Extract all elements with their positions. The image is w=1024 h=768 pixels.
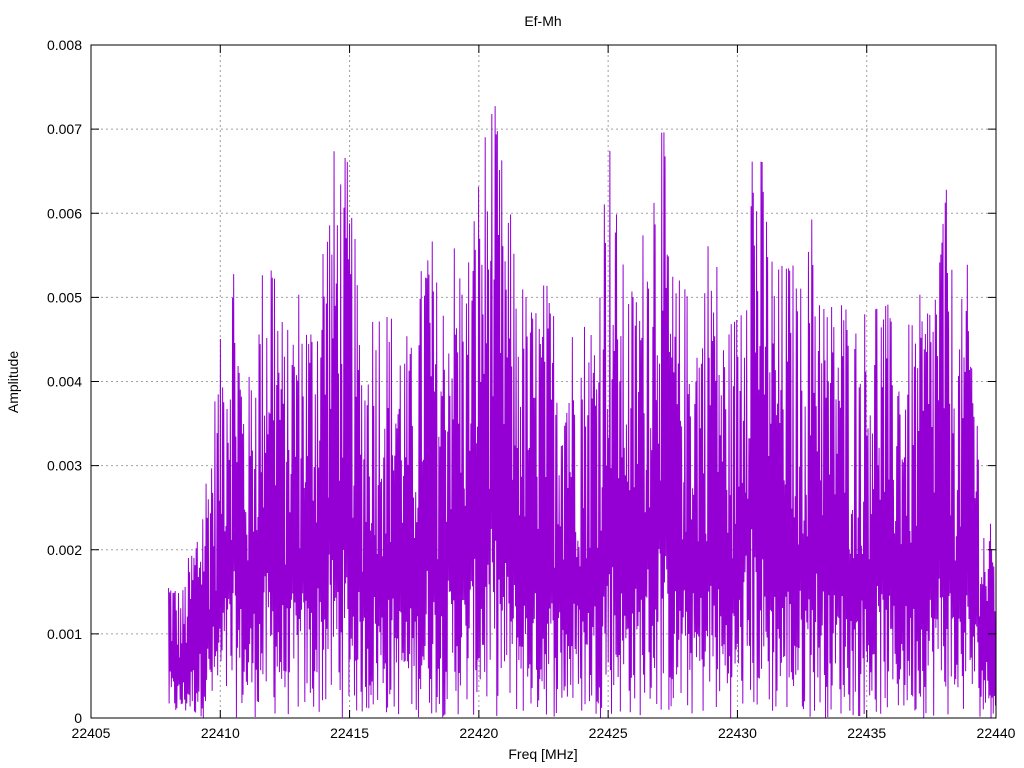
x-tick-label: 22425 — [589, 725, 628, 741]
y-axis-label: Amplitude — [5, 351, 21, 413]
x-tick-label: 22435 — [847, 725, 886, 741]
y-tick-label: 0.002 — [47, 542, 82, 558]
y-tick-label: 0.004 — [47, 374, 82, 390]
x-tick-label: 22405 — [72, 725, 111, 741]
y-ticks: 0 0.001 0.002 0.003 0.004 0.005 0.006 0.007 0.00… — [47, 37, 996, 726]
y-tick-label: 0.003 — [47, 458, 82, 474]
y-tick-label: 0 — [74, 710, 82, 726]
series-line — [168, 106, 997, 718]
y-tick-label: 0.005 — [47, 289, 82, 305]
x-tick-label: 22415 — [330, 725, 369, 741]
y-tick-label: 0.006 — [47, 205, 82, 221]
x-tick-label: 22430 — [718, 725, 757, 741]
y-tick-label: 0.001 — [47, 626, 82, 642]
chart-title: Ef-Mh — [524, 13, 561, 29]
y-tick-label: 0.007 — [47, 121, 82, 137]
x-axis-label: Freq [MHz] — [508, 746, 577, 762]
x-tick-label: 22410 — [201, 725, 240, 741]
x-ticks: 22405 22410 22415 22420 22425 22430 22435 22440 — [72, 45, 1016, 741]
y-tick-label: 0.008 — [47, 37, 82, 53]
x-tick-label: 22420 — [459, 725, 498, 741]
x-tick-label: 22440 — [977, 725, 1016, 741]
